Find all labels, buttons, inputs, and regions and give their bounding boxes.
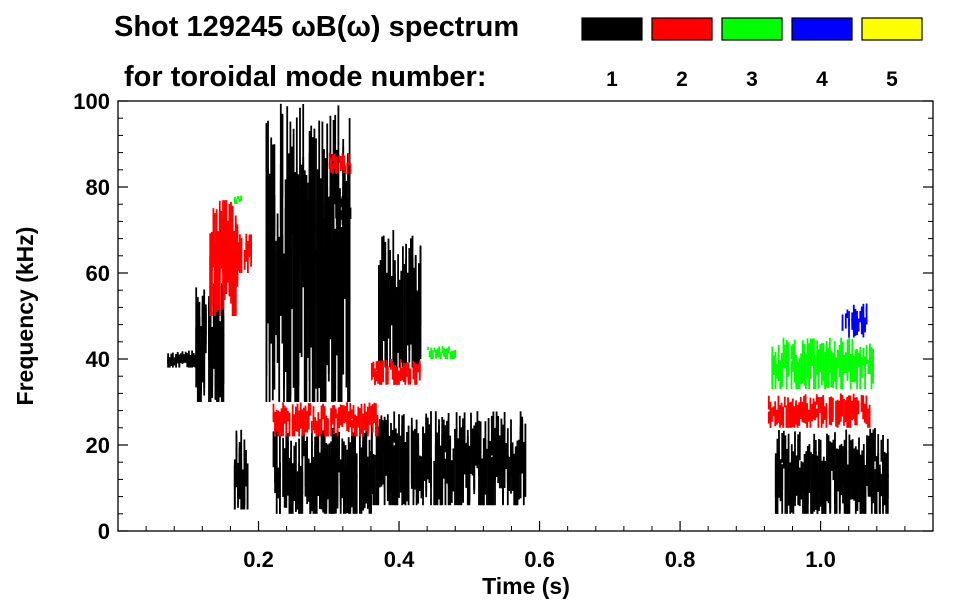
mode-3-region-16 (427, 346, 457, 359)
mode-2-region-12 (328, 152, 352, 175)
y-tick-label: 40 (86, 347, 110, 372)
mode-2-region-11 (272, 402, 379, 437)
mode-3-region-17 (771, 337, 874, 390)
x-tick-label: 0.4 (384, 547, 415, 572)
legend: 1 2 3 4 5 (581, 17, 923, 91)
legend-swatch-mode-1 (581, 17, 643, 41)
mode-3-region-15 (233, 195, 243, 205)
legend-swatch-mode-5 (861, 17, 923, 41)
x-axis-label: Time (s) (482, 573, 570, 599)
mode-1-region-4 (272, 427, 372, 514)
y-tick-label: 100 (73, 89, 110, 114)
y-tick-label: 80 (86, 175, 110, 200)
legend-label-mode-1: 1 (606, 68, 618, 91)
y-axis-label: Frequency (kHz) (12, 227, 38, 406)
x-tick-label: 0.6 (524, 547, 555, 572)
mode-1-region-7 (378, 230, 422, 368)
mode-1-region-2 (233, 429, 249, 510)
mode-2-region-13 (370, 359, 421, 385)
plot-frame (117, 100, 934, 532)
x-axis-ticks: 0.2 0.4 0.6 0.8 1.0 (145, 521, 906, 572)
y-tick-label: 20 (86, 433, 110, 458)
y-tick-label: 60 (86, 261, 110, 286)
mode-2-region-14 (767, 393, 871, 428)
spectrum-data (167, 103, 889, 514)
mode-1-region-1 (195, 283, 225, 402)
mode-1-region-8 (774, 428, 889, 514)
legend-label-mode-4: 4 (816, 68, 828, 91)
legend-label-mode-3: 3 (746, 68, 758, 91)
mode-1-region-3 (265, 103, 351, 402)
x-tick-label: 1.0 (805, 547, 836, 572)
mode-1-region-0 (167, 350, 197, 368)
legend-swatch-mode-3 (721, 17, 783, 41)
legend-label-mode-2: 2 (676, 68, 688, 91)
x-tick-label: 0.2 (243, 547, 274, 572)
x-tick-label: 0.8 (665, 547, 696, 572)
y-tick-label: 0 (98, 519, 110, 544)
mode-2-region-10 (237, 233, 252, 273)
mode-1-region-6 (370, 411, 527, 506)
legend-swatch-mode-2 (651, 17, 713, 41)
mode-4-region-18 (841, 303, 868, 338)
y-axis-ticks: 0 20 40 60 80 100 (73, 89, 933, 544)
legend-swatch-mode-4 (791, 17, 853, 41)
plot-area: 0 20 40 60 80 100 0.2 0.4 0.6 0.8 1.0 (73, 89, 934, 572)
legend-label-mode-5: 5 (886, 68, 898, 91)
title-line-2: for toroidal mode number: (124, 61, 487, 93)
mode-1-region-5 (328, 195, 352, 230)
title-line-1: Shot 129245 ωB(ω) spectrum (114, 11, 519, 43)
